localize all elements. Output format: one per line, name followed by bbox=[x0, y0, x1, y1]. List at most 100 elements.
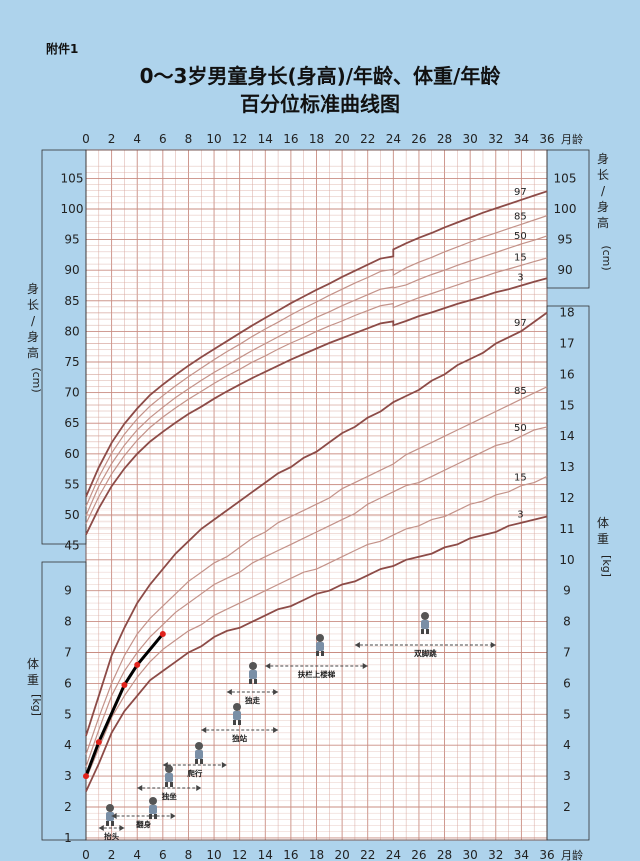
weight-percentile-15-curve bbox=[85, 475, 548, 780]
weight-tick-right: 9 bbox=[563, 584, 571, 598]
child-figure-leg bbox=[106, 821, 109, 826]
milestone-arrow-right bbox=[221, 762, 227, 768]
child-figure-head bbox=[106, 804, 114, 812]
length-tick-right: 100 bbox=[554, 202, 577, 216]
child-figure-leg bbox=[111, 821, 114, 826]
length-percentile-15-label: 15 bbox=[514, 252, 527, 263]
child-figure-leg bbox=[149, 814, 152, 819]
milestone-arrow-right bbox=[119, 825, 125, 831]
right-length-axis-box bbox=[546, 149, 590, 289]
child-figure-head bbox=[249, 662, 257, 670]
weight-tick-right: 2 bbox=[563, 800, 571, 814]
axis-label-char: 重 bbox=[597, 532, 609, 546]
weight-percentile-50-label: 50 bbox=[514, 423, 527, 434]
x-tick-label-top: 36 bbox=[539, 132, 554, 146]
milestone-arrow-right bbox=[196, 785, 202, 791]
axis-label-char: 身 bbox=[597, 151, 609, 166]
milestone-label: 扶栏上楼梯 bbox=[298, 669, 336, 679]
milestone-label: 翻身 bbox=[136, 819, 151, 829]
weight-percentile-97-label: 97 bbox=[514, 318, 527, 329]
length-percentile-50-curve bbox=[85, 235, 548, 516]
weight-ylabel-right: 体重 bbox=[597, 516, 609, 546]
length-ylabel-right: 身长/身高 bbox=[597, 151, 609, 230]
milestone-arrow-left bbox=[226, 689, 232, 695]
axis-label-char: 重 bbox=[27, 673, 39, 687]
milestone-arrow-right bbox=[490, 642, 496, 648]
x-tick-label-top: 20 bbox=[334, 132, 349, 146]
milestone-arrow-left bbox=[137, 785, 143, 791]
x-tick-label-bottom: 34 bbox=[514, 848, 529, 861]
length-tick-left: 90 bbox=[64, 263, 79, 277]
milestone-arrow-left bbox=[265, 663, 271, 669]
child-figure-leg bbox=[426, 629, 429, 634]
weight-tick-left: 6 bbox=[64, 676, 72, 690]
child-figure-leg bbox=[165, 782, 168, 787]
milestone-label: 独坐 bbox=[162, 791, 177, 801]
x-tick-label-bottom: 24 bbox=[386, 848, 401, 861]
milestone-arrow-left bbox=[354, 642, 360, 648]
milestone-arrow-left bbox=[98, 825, 104, 831]
length-percentile-3-label: 3 bbox=[517, 273, 523, 284]
child-figure-body bbox=[316, 642, 324, 651]
x-axis-label-top: 月龄 bbox=[561, 132, 583, 146]
axis-label-char: 身 bbox=[27, 329, 39, 344]
weight-tick-right: 6 bbox=[563, 676, 571, 690]
weight-tick-right: 4 bbox=[563, 738, 571, 752]
child-figure-leg bbox=[254, 679, 257, 684]
length-tick-left: 45 bbox=[64, 539, 79, 553]
length-percentile-85-curve bbox=[85, 215, 548, 507]
child-figure-leg bbox=[316, 651, 319, 656]
milestone-label: 爬行 bbox=[186, 768, 202, 778]
x-tick-label-top: 34 bbox=[514, 132, 529, 146]
child-figure-leg bbox=[238, 720, 241, 725]
x-tick-label-bottom: 36 bbox=[539, 848, 554, 861]
child-weight-point bbox=[83, 773, 89, 780]
length-ylabel-left-unit: (cm) bbox=[30, 367, 43, 392]
child-figure-icon bbox=[106, 804, 114, 826]
length-tick-left: 95 bbox=[64, 233, 79, 247]
x-tick-label-top: 2 bbox=[108, 132, 116, 146]
child-weight-point bbox=[159, 630, 166, 637]
milestone-arrow-right bbox=[362, 663, 368, 669]
child-figure-body bbox=[106, 812, 114, 821]
x-tick-label-top: 30 bbox=[463, 132, 478, 146]
x-tick-label-top: 4 bbox=[133, 132, 141, 146]
axis-label-char: / bbox=[31, 314, 36, 328]
child-figure-head bbox=[316, 634, 324, 642]
length-percentile-85-label: 85 bbox=[514, 211, 527, 222]
x-tick-label-bottom: 26 bbox=[411, 848, 426, 861]
milestone-label: 双脚跳 bbox=[414, 648, 437, 658]
weight-ylabel-left: 体重 bbox=[27, 657, 39, 687]
weight-tick-right: 3 bbox=[563, 769, 571, 783]
weight-tick-right: 11 bbox=[559, 522, 574, 536]
axis-label-char: 高 bbox=[27, 345, 39, 360]
chart-subtitle: 百分位标准曲线图 bbox=[240, 92, 400, 116]
length-percentile-97-label: 97 bbox=[514, 187, 527, 198]
axis-label-char: 身 bbox=[597, 199, 609, 214]
length-tick-left: 50 bbox=[64, 508, 79, 522]
length-tick-left: 80 bbox=[64, 324, 79, 338]
left-weight-axis-box bbox=[41, 561, 87, 841]
x-tick-label-bottom: 14 bbox=[258, 848, 273, 861]
weight-ylabel-right-unit: [kg] bbox=[600, 555, 613, 577]
axis-label-char: 身 bbox=[27, 281, 39, 296]
attachment-label: 附件1 bbox=[46, 42, 79, 56]
length-percentile-3-curve bbox=[85, 277, 548, 535]
milestone-label: 抬头 bbox=[104, 831, 119, 841]
x-tick-label-top: 8 bbox=[185, 132, 193, 146]
x-tick-label-top: 26 bbox=[411, 132, 426, 146]
length-ylabel-right-unit: (cm) bbox=[600, 245, 613, 270]
x-tick-label-bottom: 18 bbox=[309, 848, 324, 861]
milestone-arrow-left bbox=[201, 727, 207, 733]
weight-tick-right: 7 bbox=[563, 646, 571, 660]
x-tick-label-bottom: 8 bbox=[185, 848, 193, 861]
child-figure-icon bbox=[195, 742, 203, 764]
weight-tick-right: 18 bbox=[559, 306, 574, 320]
x-tick-label-bottom: 16 bbox=[283, 848, 298, 861]
weight-ylabel-left-unit: [kg] bbox=[30, 694, 43, 716]
weight-percentile-15-label: 15 bbox=[514, 473, 527, 484]
x-tick-label-top: 28 bbox=[437, 132, 452, 146]
length-tick-left: 85 bbox=[64, 294, 79, 308]
weight-percentile-85-curve bbox=[85, 386, 548, 755]
x-axis-label-bottom: 月龄 bbox=[561, 848, 583, 861]
